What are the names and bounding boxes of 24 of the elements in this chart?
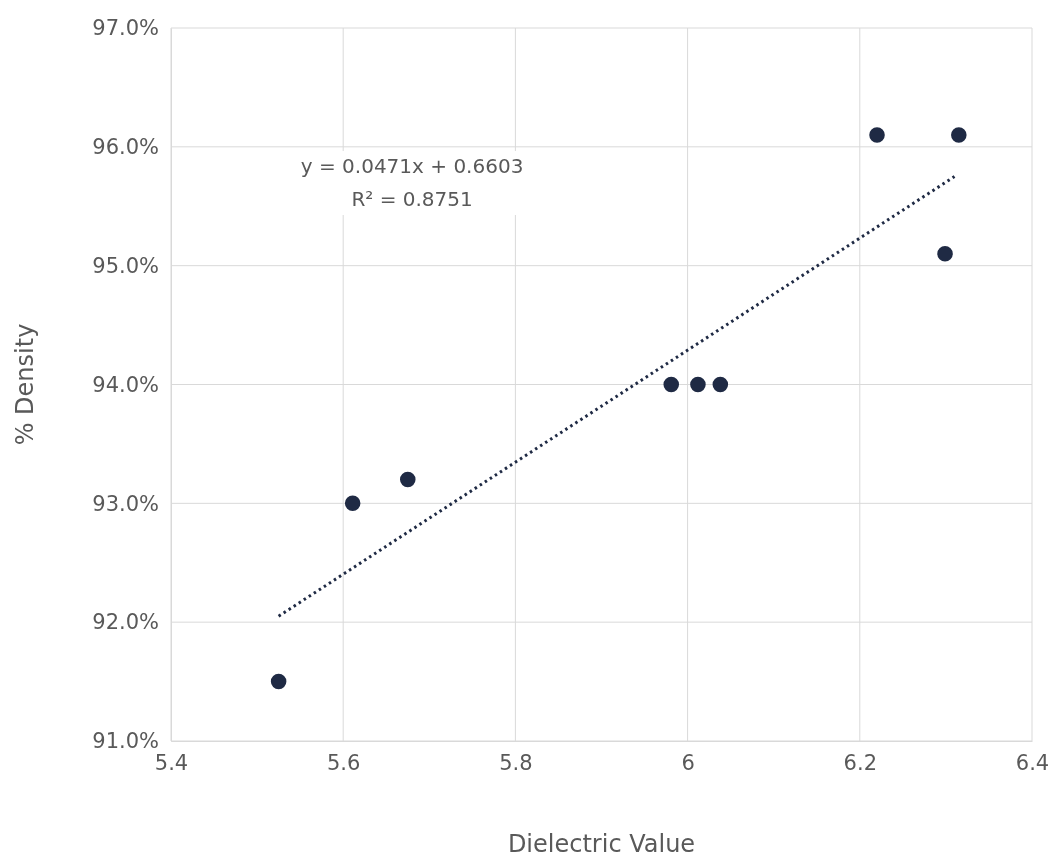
annotation: R² = 0.8751 — [351, 186, 473, 211]
y-tick-label: 93.0% — [92, 491, 159, 516]
y-axis-title: % Density — [11, 323, 39, 446]
point — [937, 246, 953, 262]
x-tick-label: 5.6 — [327, 750, 361, 775]
y-tick-label: 96.0% — [92, 135, 159, 160]
y-tick-label: 95.0% — [92, 253, 159, 278]
point — [344, 495, 361, 512]
y-tick-label: 97.0% — [92, 16, 159, 41]
point — [690, 376, 706, 393]
point — [951, 127, 967, 143]
x-axis-title: Dielectric Value — [507, 830, 696, 858]
point — [869, 127, 885, 143]
point — [270, 673, 287, 690]
x-tick-label: 6.4 — [1015, 750, 1050, 775]
x-tick-label: 6.2 — [843, 750, 877, 775]
x-tick-label: 6 — [681, 750, 695, 775]
x-tick-label: 5.8 — [499, 750, 533, 775]
point — [663, 376, 680, 393]
point — [712, 376, 729, 393]
annotation: y = 0.0471x + 0.6603 — [300, 153, 524, 178]
y-tick-label: 92.0% — [92, 610, 159, 635]
point — [400, 471, 416, 488]
y-tick-label: 94.0% — [92, 372, 159, 397]
